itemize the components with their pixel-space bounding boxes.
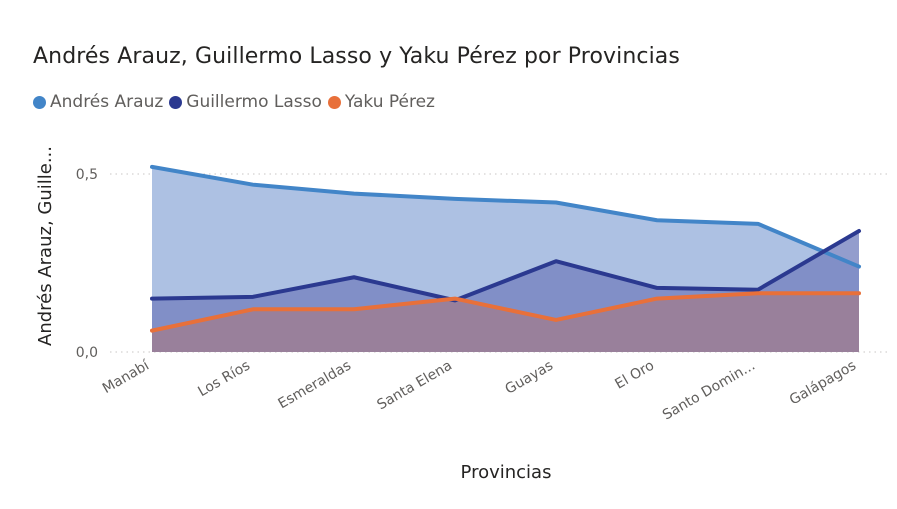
x-tick-label: Santo Domin... <box>660 358 758 424</box>
x-axis-ticks: Manabí Los Ríos Esmeraldas Santa Elena Guaya… <box>100 357 859 423</box>
legend-label-perez: Yaku Pérez <box>344 92 435 112</box>
y-tick-label: 0,5 <box>76 167 98 183</box>
x-tick-label: Manabí <box>100 357 153 397</box>
legend-label-arauz: Andrés Arauz <box>50 92 164 112</box>
legend-item-arauz[interactable]: Andrés Arauz <box>33 92 163 112</box>
x-tick-label: Los Ríos <box>195 358 253 401</box>
series-line-2 <box>150 291 861 333</box>
series-line-1 <box>150 228 861 303</box>
legend-label-lasso: Guillermo Lasso <box>186 92 322 112</box>
x-tick-label: Esmeraldas <box>276 358 354 413</box>
legend: Andrés Arauz Guillermo Lasso Yaku Pérez <box>33 92 441 112</box>
series-line-0 <box>150 164 861 269</box>
legend-item-lasso[interactable]: Guillermo Lasso <box>169 92 322 112</box>
legend-item-perez[interactable]: Yaku Pérez <box>327 92 435 112</box>
x-tick-label: El Oro <box>612 358 657 393</box>
legend-marker-perez <box>327 95 341 109</box>
legend-marker-arauz <box>33 95 46 109</box>
chart-title: Andrés Arauz, Guillermo Lasso y Yaku Pér… <box>33 44 680 69</box>
y-axis-title: Andrés Arauz, Guille... <box>35 146 56 346</box>
y-tick-label: 0,0 <box>76 345 98 361</box>
x-tick-label: Galápagos <box>787 358 859 409</box>
x-tick-label: Guayas <box>503 358 556 398</box>
y-axis-ticks: 0,0 0,5 <box>76 167 98 361</box>
x-tick-label: Santa Elena <box>375 358 455 414</box>
series-lines <box>150 164 861 333</box>
area-2 <box>152 293 859 352</box>
x-axis-title: Provincias <box>461 462 552 483</box>
legend-marker-lasso <box>169 95 183 109</box>
series-areas <box>152 166 859 352</box>
